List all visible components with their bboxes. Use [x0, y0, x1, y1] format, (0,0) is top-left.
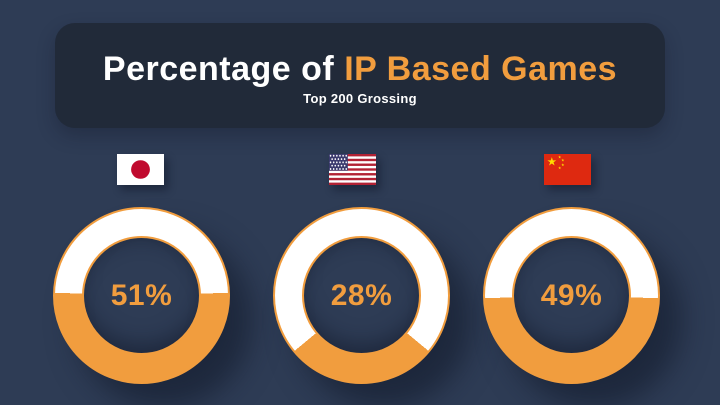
donut-hole-china: 49% — [512, 236, 631, 355]
percent-label-china: 49% — [540, 278, 603, 312]
usa-flag-icon — [329, 154, 376, 185]
percent-label-usa: 28% — [330, 278, 393, 312]
percent-label-japan: 51% — [110, 278, 173, 312]
china-flag-icon — [544, 154, 591, 185]
donut-chart-japan: 51% — [53, 207, 230, 384]
donut-hole-usa: 28% — [302, 236, 421, 355]
page-title: Percentage of IP Based Games — [103, 49, 617, 90]
title-panel: Percentage of IP Based Games Top 200 Gro… — [55, 23, 665, 128]
page-title-prefix: Percentage of — [102, 49, 345, 88]
donut-hole-japan: 51% — [82, 236, 201, 355]
page-subtitle: Top 200 Grossing — [303, 91, 417, 107]
donut-chart-china: 49% — [483, 207, 660, 384]
page-title-highlight: IP Based Games — [344, 49, 618, 88]
japan-flag-icon — [117, 154, 164, 185]
donut-chart-usa: 28% — [273, 207, 450, 384]
